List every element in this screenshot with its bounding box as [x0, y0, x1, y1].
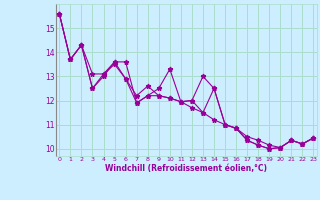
X-axis label: Windchill (Refroidissement éolien,°C): Windchill (Refroidissement éolien,°C): [105, 164, 268, 173]
